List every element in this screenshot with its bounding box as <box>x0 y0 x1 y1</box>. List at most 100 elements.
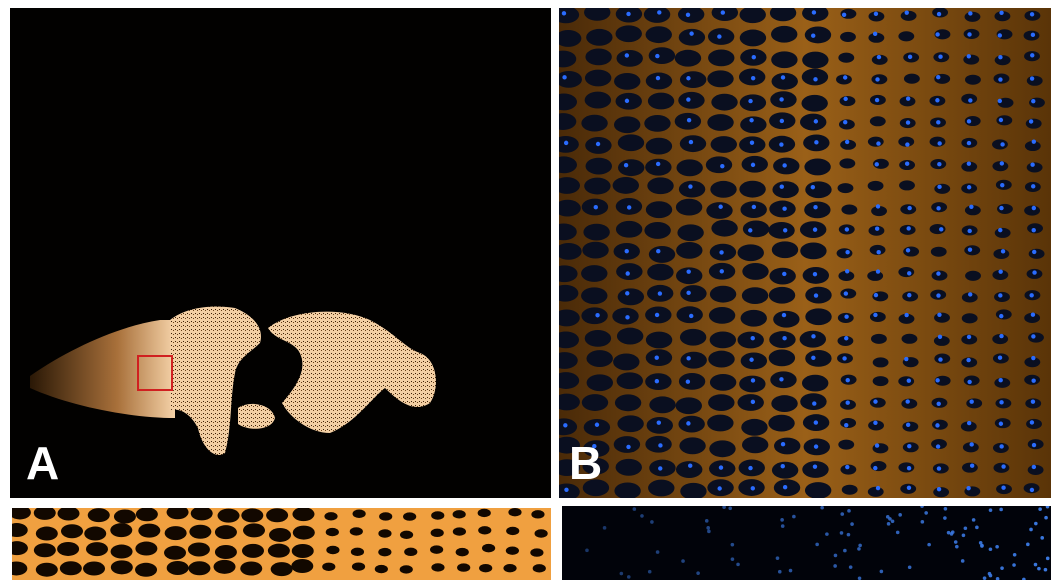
nucleus <box>907 565 912 570</box>
cell-lacuna <box>532 564 546 573</box>
cell-lacuna <box>559 436 580 454</box>
cell-lacuna <box>644 222 671 239</box>
nucleus <box>1034 521 1038 526</box>
nucleus <box>780 518 784 522</box>
nucleus <box>1000 182 1005 188</box>
nucleus <box>998 269 1003 274</box>
nucleus <box>750 75 756 81</box>
cell-lacuna <box>403 512 417 521</box>
nucleus <box>907 443 912 449</box>
nucleus <box>857 576 862 580</box>
cell-lacuna <box>481 543 496 553</box>
cell-lacuna <box>838 439 855 450</box>
cell-lacuna <box>739 29 767 47</box>
nucleus <box>718 204 723 209</box>
cell-lacuna <box>646 416 673 434</box>
cell-lacuna <box>709 373 737 391</box>
cell-lacuna <box>740 352 768 370</box>
nucleus <box>780 75 786 80</box>
cell-lacuna <box>805 349 832 367</box>
cell-lacuna <box>559 156 577 174</box>
nucleus <box>1030 312 1036 317</box>
cell-lacuna <box>645 331 673 349</box>
cell-lacuna <box>431 511 445 520</box>
cell-lacuna <box>840 417 857 429</box>
nucleus <box>1040 536 1045 540</box>
cell-lacuna <box>431 563 445 572</box>
bone-left <box>170 306 261 456</box>
nucleus <box>935 378 940 383</box>
nucleus <box>780 442 786 447</box>
nucleus <box>736 562 740 567</box>
cell-lacuna <box>83 561 106 576</box>
cell-lacuna <box>964 205 981 216</box>
nucleus <box>848 565 853 569</box>
cell-lacuna <box>166 560 189 575</box>
cell-lacuna <box>802 8 829 22</box>
nucleus <box>1001 485 1006 490</box>
cell-lacuna <box>737 394 764 411</box>
nucleus <box>655 161 661 167</box>
nucleus <box>1031 98 1036 104</box>
cell-lacuna <box>351 562 366 571</box>
cell-lacuna <box>350 547 365 557</box>
cell-lacuna <box>675 198 703 216</box>
cell-lacuna <box>12 541 28 556</box>
nucleus <box>1029 420 1035 425</box>
cell-lacuna <box>214 525 237 540</box>
nucleus <box>873 420 878 425</box>
nucleus <box>968 98 973 103</box>
nucleus <box>1045 506 1050 509</box>
cell-lacuna <box>680 482 707 498</box>
cell-lacuna <box>60 524 83 539</box>
nucleus <box>1038 507 1042 511</box>
nucleus <box>707 529 711 534</box>
cell-lacuna <box>931 419 948 430</box>
nucleus <box>946 530 951 535</box>
nucleus <box>777 569 782 574</box>
cell-lacuna <box>994 11 1011 22</box>
cell-lacuna <box>707 114 734 131</box>
cell-lacuna <box>430 545 444 554</box>
cell-lacuna <box>559 223 577 241</box>
nucleus <box>875 77 880 82</box>
nucleus <box>841 12 847 17</box>
nucleus <box>686 269 691 274</box>
blue-channel-strip-image <box>562 506 1051 580</box>
cell-lacuna <box>898 136 915 147</box>
cell-lacuna <box>708 350 735 368</box>
nucleus <box>1029 12 1035 17</box>
cell-lacuna <box>559 352 578 369</box>
cell-lacuna <box>774 437 801 455</box>
nucleus <box>963 526 968 531</box>
cell-lacuna <box>291 543 314 558</box>
cell-lacuna <box>680 351 707 369</box>
nucleus <box>874 443 880 448</box>
nucleus <box>658 466 663 471</box>
nucleus <box>873 465 878 471</box>
cell-lacuna <box>326 545 340 555</box>
cell-lacuna <box>740 309 767 327</box>
cell-lacuna <box>836 248 853 259</box>
cell-lacuna <box>477 508 491 518</box>
cell-lacuna <box>737 331 764 349</box>
cell-lacuna <box>581 265 608 282</box>
cell-lacuna <box>679 328 707 346</box>
cell-lacuna <box>739 375 766 393</box>
nucleus <box>1022 577 1026 580</box>
nucleus <box>654 312 660 318</box>
cell-lacuna <box>841 204 858 215</box>
cell-lattice-image <box>559 8 1051 498</box>
nucleus <box>999 205 1004 211</box>
tissue-left-zone <box>30 320 175 418</box>
cell-lacuna <box>929 224 946 235</box>
nucleus <box>967 379 972 385</box>
nucleus <box>624 53 630 58</box>
nucleus <box>939 227 944 232</box>
cell-lacuna <box>559 459 581 476</box>
cell-lacuna <box>138 523 161 538</box>
nucleus <box>961 533 966 538</box>
nucleus <box>966 185 972 190</box>
cell-lacuna <box>933 335 950 346</box>
nucleus <box>968 292 973 297</box>
